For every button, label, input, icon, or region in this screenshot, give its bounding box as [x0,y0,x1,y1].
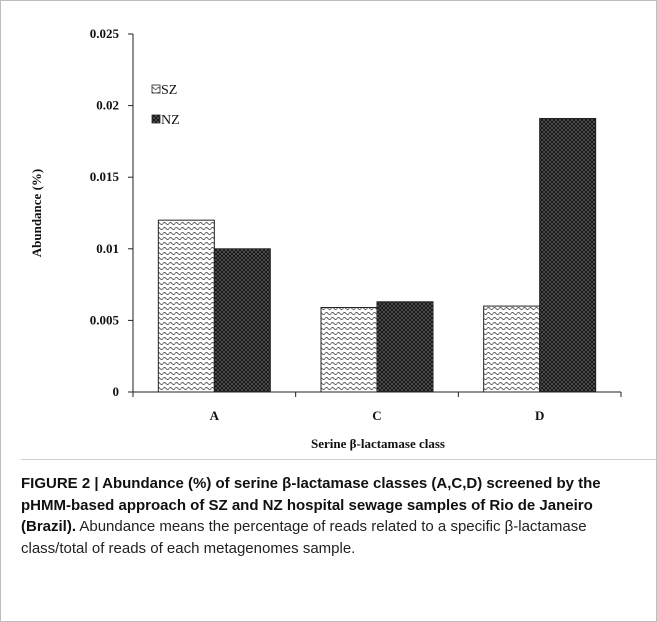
y-tick-label: 0.01 [96,241,119,256]
bar-chart: 0 0.005 0.01 0.015 0.02 0.025 A C D Abundance (… [29,26,622,451]
bar-nz-a [213,248,271,393]
caption-bold: FIGURE 2 | Abundance (%) of serine β-lac… [21,475,601,535]
bar-sz-d [483,305,541,393]
y-tick-label: 0.025 [90,26,120,41]
y-tick-label: 0.02 [96,98,119,113]
legend: SZ NZ [151,83,180,128]
bar-group [157,117,597,393]
figure-caption: FIGURE 2 | Abundance (%) of serine β-lac… [21,473,633,559]
y-tick-label: 0.015 [90,169,120,184]
legend-label-nz: NZ [161,113,180,128]
legend-swatch-nz [151,114,161,124]
y-tick-label: 0.005 [90,312,120,327]
bar-nz-c [376,301,434,393]
y-tick-label: 0 [113,384,120,399]
legend-swatch-sz [151,84,161,94]
bar-sz-c [320,307,378,393]
bar-nz-d [539,117,597,393]
x-tick-label: C [372,408,381,423]
caption-divider [21,459,657,460]
y-tick-group: 0 0.005 0.01 0.015 0.02 0.025 [90,26,133,399]
x-axis-title: Serine β-lactamase class [311,436,445,451]
bar-sz-a [157,219,215,393]
y-axis-title: Abundance (%) [29,169,44,258]
x-tick-label: A [210,408,220,423]
caption-text: Abundance means the percentage of reads … [21,518,587,557]
legend-label-sz: SZ [161,83,177,98]
x-tick-label: D [535,408,544,423]
